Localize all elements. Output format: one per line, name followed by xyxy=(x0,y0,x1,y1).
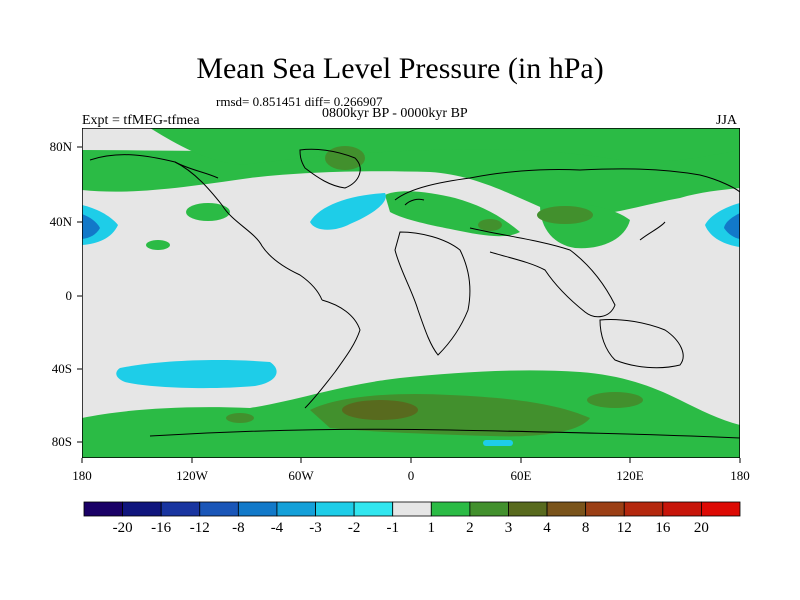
axis-ticks xyxy=(77,146,741,463)
lon-label-180e: 180 xyxy=(730,468,750,483)
colorbar-label: 4 xyxy=(543,520,551,536)
colorbar xyxy=(83,501,741,517)
colorbar-swatch xyxy=(662,501,702,517)
lon-label-120w: 120W xyxy=(176,468,208,483)
colorbar-swatch xyxy=(276,501,316,517)
negative-anomaly-regions xyxy=(82,193,740,446)
coastlines xyxy=(89,148,740,439)
lat-label-40n: 40N xyxy=(49,214,72,229)
colorbar-swatch xyxy=(160,501,201,517)
colorbar-swatch xyxy=(83,501,123,517)
map-title: Mean Sea Level Pressure (in hPa) xyxy=(196,52,604,85)
colorbar-swatch xyxy=(392,501,432,517)
lat-label-40s: 40S xyxy=(51,361,72,376)
colorbar-swatch xyxy=(237,501,278,517)
colorbar-label: 1 xyxy=(427,520,436,536)
colorbar-swatch xyxy=(430,501,471,517)
lat-label-80s: 80S xyxy=(51,434,72,449)
colorbar-label: 20 xyxy=(693,520,709,536)
colorbar-label: 16 xyxy=(655,520,671,536)
lon-label-60w: 60W xyxy=(288,468,314,483)
colorbar-label: -12 xyxy=(189,520,210,536)
stats-text: rmsd= 0.851451 diff= 0.266907 xyxy=(216,94,383,109)
colorbar-label: 12 xyxy=(616,520,632,536)
lat-label-80n: 80N xyxy=(49,139,72,154)
lon-label-120e: 120E xyxy=(616,468,644,483)
colorbar-swatch xyxy=(315,501,355,517)
positive-anomaly-south xyxy=(82,370,740,458)
map-plot-area xyxy=(82,128,740,458)
lon-label-60e: 60E xyxy=(510,468,532,483)
season-label: JJA xyxy=(716,113,738,128)
colorbar-swatch xyxy=(623,501,664,517)
colorbar-label: 8 xyxy=(581,520,590,536)
period-text: 0800kyr BP - 0000kyr BP xyxy=(322,106,468,121)
colorbar-swatch xyxy=(469,501,509,517)
colorbar-swatch xyxy=(508,501,548,517)
colorbar-swatch xyxy=(122,501,162,517)
positive-anomaly-north xyxy=(82,128,740,250)
colorbar-swatch xyxy=(585,501,625,517)
colorbar-label: -4 xyxy=(270,520,284,536)
lon-label-180w: 180 xyxy=(72,468,92,483)
colorbar-label: -16 xyxy=(151,520,172,536)
colorbar-label: -2 xyxy=(347,520,361,536)
colorbar-label: -1 xyxy=(386,520,399,536)
colorbar-label: -8 xyxy=(232,520,245,536)
colorbar-swatch xyxy=(353,501,394,517)
lon-label-0: 0 xyxy=(407,468,415,483)
experiment-label: Expt = tfMEG-tfmea xyxy=(82,113,200,128)
colorbar-label: -20 xyxy=(112,520,133,536)
lat-label-0: 0 xyxy=(65,288,73,303)
colorbar-label: 3 xyxy=(504,520,513,536)
colorbar-swatch xyxy=(701,501,741,517)
colorbar-label: 2 xyxy=(466,520,474,536)
colorbar-swatch xyxy=(546,501,587,517)
colorbar-swatch xyxy=(199,501,239,517)
colorbar-label: -3 xyxy=(309,520,322,536)
